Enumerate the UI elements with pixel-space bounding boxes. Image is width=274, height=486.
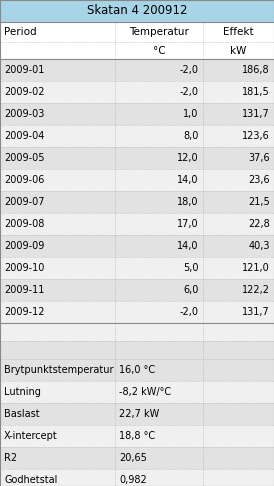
Text: 1,0: 1,0 bbox=[183, 109, 199, 119]
Text: X-intercept: X-intercept bbox=[4, 431, 58, 441]
Text: 14,0: 14,0 bbox=[177, 241, 199, 251]
Text: 122,2: 122,2 bbox=[242, 285, 270, 295]
Bar bbox=[0, 447, 274, 469]
Bar bbox=[0, 403, 274, 425]
Text: 2009-02: 2009-02 bbox=[4, 87, 45, 97]
Text: 18,8 °C: 18,8 °C bbox=[119, 431, 155, 441]
Text: 22,8: 22,8 bbox=[248, 219, 270, 229]
Bar bbox=[0, 425, 274, 447]
Text: Baslast: Baslast bbox=[4, 409, 40, 419]
Bar bbox=[0, 341, 274, 359]
Text: kW: kW bbox=[230, 46, 247, 55]
Text: R2: R2 bbox=[4, 453, 17, 463]
Text: °C: °C bbox=[153, 46, 165, 55]
Text: 123,6: 123,6 bbox=[242, 131, 270, 141]
Text: 40,3: 40,3 bbox=[249, 241, 270, 251]
Text: 2009-10: 2009-10 bbox=[4, 263, 44, 273]
Bar bbox=[0, 359, 274, 381]
Text: 2009-01: 2009-01 bbox=[4, 65, 44, 75]
Text: 12,0: 12,0 bbox=[177, 153, 199, 163]
Text: Skatan 4 200912: Skatan 4 200912 bbox=[87, 4, 187, 17]
Text: Period: Period bbox=[4, 27, 37, 37]
Text: 2009-08: 2009-08 bbox=[4, 219, 44, 229]
Text: 186,8: 186,8 bbox=[242, 65, 270, 75]
Text: 21,5: 21,5 bbox=[248, 197, 270, 207]
Text: 18,0: 18,0 bbox=[177, 197, 199, 207]
Text: 2009-03: 2009-03 bbox=[4, 109, 44, 119]
Text: 17,0: 17,0 bbox=[177, 219, 199, 229]
Text: Temperatur: Temperatur bbox=[129, 27, 189, 37]
Text: 8,0: 8,0 bbox=[183, 131, 199, 141]
Text: 0,982: 0,982 bbox=[119, 475, 147, 485]
Bar bbox=[0, 257, 274, 279]
Bar bbox=[0, 469, 274, 486]
Text: 2009-04: 2009-04 bbox=[4, 131, 44, 141]
Bar bbox=[0, 42, 274, 59]
Bar bbox=[0, 301, 274, 323]
Bar bbox=[0, 235, 274, 257]
Bar bbox=[0, 0, 274, 22]
Bar bbox=[0, 381, 274, 403]
Text: 22,7 kW: 22,7 kW bbox=[119, 409, 159, 419]
Text: 2009-09: 2009-09 bbox=[4, 241, 44, 251]
Text: Godhetstal: Godhetstal bbox=[4, 475, 58, 485]
Text: -8,2 kW/°C: -8,2 kW/°C bbox=[119, 387, 171, 397]
Text: 14,0: 14,0 bbox=[177, 175, 199, 185]
Text: 2009-12: 2009-12 bbox=[4, 307, 45, 317]
Bar bbox=[0, 323, 274, 341]
Text: 2009-06: 2009-06 bbox=[4, 175, 44, 185]
Bar bbox=[0, 191, 274, 213]
Text: -2,0: -2,0 bbox=[180, 65, 199, 75]
Text: Effekt: Effekt bbox=[223, 27, 254, 37]
Text: 23,6: 23,6 bbox=[248, 175, 270, 185]
Bar bbox=[0, 213, 274, 235]
Bar bbox=[0, 22, 274, 42]
Bar bbox=[0, 147, 274, 169]
Bar bbox=[0, 81, 274, 103]
Bar bbox=[0, 103, 274, 125]
Text: -2,0: -2,0 bbox=[180, 307, 199, 317]
Text: 37,6: 37,6 bbox=[248, 153, 270, 163]
Bar bbox=[0, 169, 274, 191]
Bar bbox=[0, 125, 274, 147]
Text: Lutning: Lutning bbox=[4, 387, 41, 397]
Text: 20,65: 20,65 bbox=[119, 453, 147, 463]
Text: 121,0: 121,0 bbox=[242, 263, 270, 273]
Text: 6,0: 6,0 bbox=[183, 285, 199, 295]
Text: 5,0: 5,0 bbox=[183, 263, 199, 273]
Text: 2009-11: 2009-11 bbox=[4, 285, 44, 295]
Text: 131,7: 131,7 bbox=[242, 307, 270, 317]
Text: 16,0 °C: 16,0 °C bbox=[119, 365, 155, 375]
Text: Brytpunktstemperatur: Brytpunktstemperatur bbox=[4, 365, 114, 375]
Text: -2,0: -2,0 bbox=[180, 87, 199, 97]
Bar bbox=[0, 59, 274, 81]
Text: 181,5: 181,5 bbox=[242, 87, 270, 97]
Text: 2009-07: 2009-07 bbox=[4, 197, 45, 207]
Bar bbox=[0, 279, 274, 301]
Text: 131,7: 131,7 bbox=[242, 109, 270, 119]
Text: 2009-05: 2009-05 bbox=[4, 153, 45, 163]
